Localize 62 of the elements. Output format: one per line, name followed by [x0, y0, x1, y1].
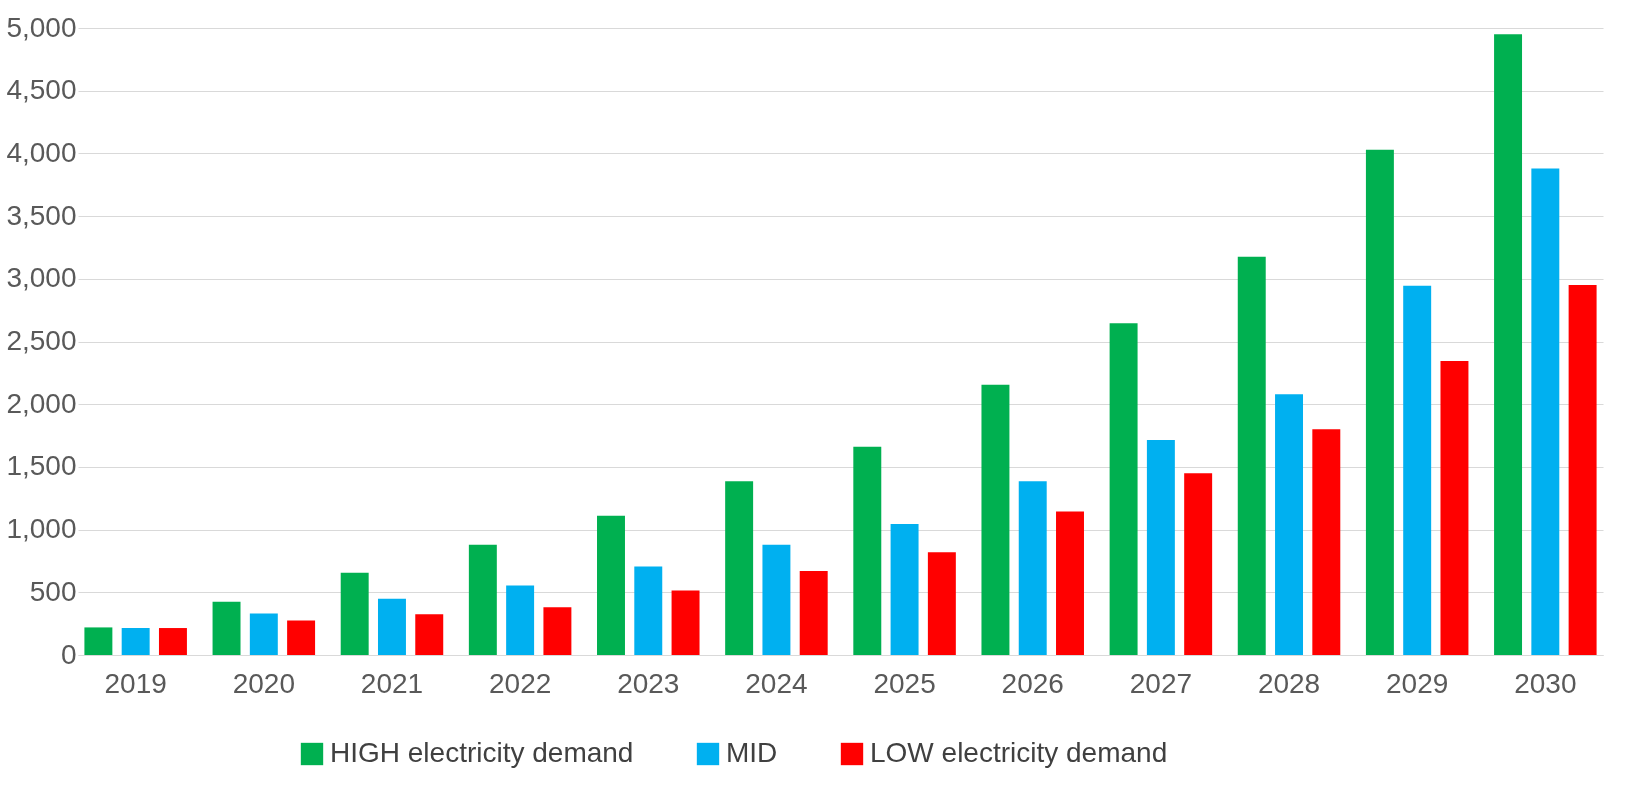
- bar: [1275, 394, 1304, 655]
- bar: [1312, 429, 1341, 655]
- y-tick-label: 2,000: [6, 387, 77, 419]
- x-tick-label: 2026: [1001, 667, 1064, 699]
- bar: [799, 570, 828, 655]
- x-tick-label: 2027: [1129, 667, 1193, 699]
- x-tick-label: 2029: [1386, 667, 1449, 699]
- bar: [1056, 511, 1084, 655]
- x-tick-label: 2021: [360, 667, 424, 699]
- bar: [890, 523, 919, 655]
- bar: [212, 601, 241, 655]
- x-tick-label: 2025: [873, 667, 936, 699]
- y-tick-label: 3,000: [6, 262, 77, 294]
- bar: [121, 628, 150, 655]
- x-tick-label: 2028: [1257, 667, 1321, 699]
- x-tick-label: 2030: [1514, 667, 1577, 699]
- y-tick-label: 1,500: [6, 450, 77, 482]
- bar: [1568, 285, 1597, 655]
- y-tick-label: 4,000: [6, 136, 77, 168]
- x-tick-label: 2024: [745, 667, 808, 699]
- bar: [340, 572, 369, 655]
- bar: [1237, 256, 1266, 655]
- y-tick-label: 0: [60, 638, 77, 670]
- x-tick-label: 2020: [232, 667, 295, 699]
- bar: [634, 566, 663, 655]
- bar: [853, 446, 882, 655]
- bar: [927, 552, 956, 655]
- bar: [671, 590, 700, 655]
- bar: [377, 598, 406, 655]
- bar: [1403, 285, 1432, 655]
- bar: [1365, 149, 1394, 655]
- bar: [1109, 323, 1138, 655]
- bar: [84, 627, 113, 655]
- x-tick-label: 2023: [617, 667, 680, 699]
- y-tick-label: 5,000: [6, 11, 77, 43]
- bar: [762, 544, 791, 655]
- legend-label: MID: [726, 737, 778, 768]
- legend-label: HIGH electricity demand: [330, 737, 634, 768]
- bar: [1018, 481, 1047, 655]
- bar: [543, 607, 572, 655]
- bar: [1146, 439, 1175, 655]
- bar: [249, 613, 278, 655]
- bar: [415, 614, 444, 655]
- y-tick-label: 2,500: [6, 325, 77, 356]
- y-tick-label: 4,500: [6, 74, 77, 106]
- bar: [725, 481, 754, 655]
- bar: [1184, 473, 1213, 655]
- y-tick-label: 1,000: [6, 513, 77, 545]
- y-tick-label: 3,500: [6, 199, 77, 231]
- x-tick-label: 2019: [104, 667, 167, 699]
- bar: [506, 585, 535, 655]
- y-tick-label: 500: [29, 575, 77, 607]
- bar: [287, 620, 316, 655]
- bar: [1531, 168, 1560, 655]
- legend-label: LOW electricity demand: [870, 737, 1168, 768]
- bar: [981, 384, 1010, 655]
- x-tick-label: 2022: [488, 667, 552, 699]
- bar: [1494, 34, 1523, 655]
- bar: [597, 515, 625, 655]
- bar: [158, 628, 187, 655]
- bar: [468, 544, 497, 655]
- bar: [1440, 360, 1469, 655]
